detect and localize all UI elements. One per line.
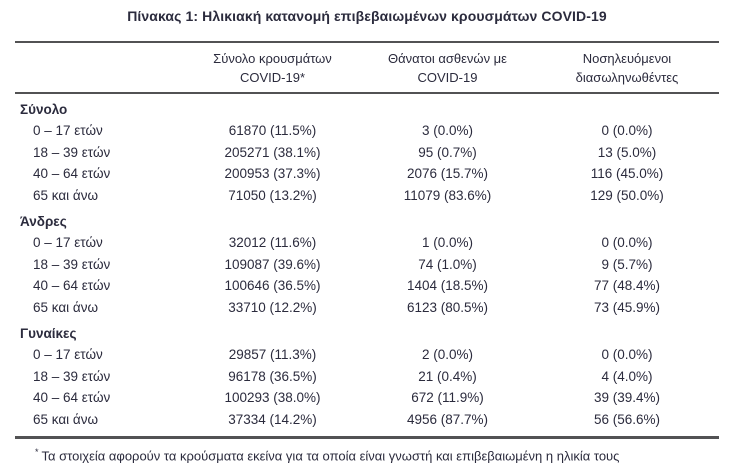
column-header-cases-line1: Σύνολο κρουσμάτων: [213, 51, 332, 66]
table-row: 0 – 17 ετών 29857 (11.3%) 2 (0.0%) 0 (0.…: [15, 344, 719, 366]
cases-value: 29857 (11.3%): [228, 347, 317, 362]
table-row: 0 – 17 ετών 61870 (11.5%) 3 (0.0%) 0 (0.…: [15, 120, 719, 142]
age-label: 40 – 64 ετών: [33, 166, 111, 181]
column-header-intubated-line2: διασωληνωθέντες: [575, 70, 679, 85]
age-label: 0 – 17 ετών: [33, 235, 103, 250]
table-row: 40 – 64 ετών 100293 (38.0%) 672 (11.9%) …: [15, 387, 719, 409]
deaths-value: 4956 (87.7%): [406, 411, 489, 427]
table-row: 65 και άνω 71050 (13.2%) 11079 (83.6%) 1…: [15, 185, 719, 207]
cases-value: 109087 (39.6%): [224, 256, 321, 272]
table-row: 65 και άνω 37334 (14.2%) 4956 (87.7%) 56…: [15, 409, 719, 431]
table-row: 40 – 64 ετών 100646 (36.5%) 1404 (18.5%)…: [15, 275, 719, 297]
table-row: 18 – 39 ετών 96178 (36.5%) 21 (0.4%) 4 (…: [15, 366, 719, 388]
footnote: * Τα στοιχεία αφορούν τα κρούσματα εκείνα…: [35, 444, 704, 464]
age-label: 40 – 64 ετών: [33, 390, 111, 405]
intubated-value: 13 (5.0%): [597, 144, 657, 160]
deaths-value: 6123 (80.5%): [406, 299, 489, 315]
cases-value: 100646 (36.5%): [224, 278, 321, 293]
column-header-cases: Σύνολο κρουσμάτων COVID-19*: [185, 49, 360, 87]
section-label-women: Γυναίκες: [20, 326, 77, 341]
deaths-value: 21 (0.4%): [418, 368, 477, 384]
age-label: 65 και άνω: [33, 411, 99, 427]
section-label-men: Άνδρες: [20, 214, 67, 229]
age-label: 18 – 39 ετών: [33, 256, 111, 272]
column-header-deaths-line1: Θάνατοι ασθενών με: [388, 51, 507, 66]
deaths-value: 1 (0.0%): [421, 235, 474, 250]
intubated-value: 0 (0.0%): [601, 235, 653, 250]
age-label: 0 – 17 ετών: [33, 347, 103, 362]
deaths-value: 2076 (15.7%): [406, 166, 489, 181]
deaths-value: 3 (0.0%): [421, 123, 474, 138]
data-table: Σύνολο κρουσμάτων COVID-19* Θάνατοι ασθε…: [15, 41, 719, 464]
cases-value: 100293 (38.0%): [224, 390, 321, 405]
intubated-value: 73 (45.9%): [593, 299, 661, 315]
cases-value: 32012 (11.6%): [228, 235, 317, 250]
deaths-value: 11079 (83.6%): [403, 187, 492, 203]
table-row: 0 – 17 ετών 32012 (11.6%) 1 (0.0%) 0 (0.…: [15, 232, 719, 254]
cases-value: 33710 (12.2%): [228, 299, 317, 315]
table-header-row: Σύνολο κρουσμάτων COVID-19* Θάνατοι ασθε…: [15, 41, 719, 94]
table-row: 65 και άνω 33710 (12.2%) 6123 (80.5%) 73…: [15, 297, 719, 319]
cases-value: 37334 (14.2%): [228, 411, 317, 427]
table-row: 18 – 39 ετών 205271 (38.1%) 95 (0.7%) 13…: [15, 142, 719, 164]
cases-value: 61870 (11.5%): [228, 123, 317, 138]
table-row: 18 – 39 ετών 109087 (39.6%) 74 (1.0%) 9 …: [15, 254, 719, 276]
footnote-text: Τα στοιχεία αφορούν τα κρούσματα εκείνα …: [41, 448, 620, 464]
footnote-marker: *: [35, 447, 39, 457]
cases-value: 71050 (13.2%): [228, 187, 317, 203]
deaths-value: 2 (0.0%): [421, 347, 474, 362]
intubated-value: 129 (50.0%): [590, 187, 664, 203]
age-label: 18 – 39 ετών: [33, 144, 111, 160]
age-label: 18 – 39 ετών: [33, 368, 111, 384]
intubated-value: 56 (56.6%): [593, 411, 661, 427]
intubated-value: 0 (0.0%): [601, 347, 653, 362]
age-label: 65 και άνω: [33, 299, 99, 315]
intubated-value: 4 (4.0%): [601, 368, 653, 384]
cases-value: 96178 (36.5%): [228, 368, 317, 384]
column-header-deaths: Θάνατοι ασθενών με COVID-19: [360, 49, 535, 87]
intubated-value: 77 (48.4%): [593, 278, 661, 293]
intubated-value: 0 (0.0%): [601, 123, 653, 138]
column-header-intubated-line1: Νοσηλευόμενοι: [582, 51, 672, 66]
deaths-value: 95 (0.7%): [418, 144, 477, 160]
column-header-deaths-line2: COVID-19: [417, 70, 478, 85]
intubated-value: 39 (39.4%): [593, 390, 661, 405]
page-title: Πίνακας 1: Ηλικιακή κατανομή επιβεβαιωμέ…: [127, 8, 607, 24]
intubated-value: 9 (5.7%): [601, 256, 653, 272]
table-body: Σύνολο 0 – 17 ετών 61870 (11.5%) 3 (0.0%…: [15, 94, 719, 439]
age-label: 65 και άνω: [33, 187, 99, 203]
cases-value: 200953 (37.3%): [224, 166, 321, 181]
column-header-empty: [15, 49, 185, 87]
table-row: 40 – 64 ετών 200953 (37.3%) 2076 (15.7%)…: [15, 163, 719, 185]
column-header-cases-line2: COVID-19*: [239, 70, 306, 85]
deaths-value: 74 (1.0%): [418, 256, 477, 272]
column-header-intubated: Νοσηλευόμενοι διασωληνωθέντες: [535, 49, 719, 87]
deaths-value: 1404 (18.5%): [406, 278, 489, 293]
section-label-total: Σύνολο: [20, 102, 68, 117]
age-label: 0 – 17 ετών: [33, 123, 103, 138]
intubated-value: 116 (45.0%): [590, 166, 664, 181]
deaths-value: 672 (11.9%): [411, 390, 484, 405]
age-label: 40 – 64 ετών: [33, 278, 111, 293]
cases-value: 205271 (38.1%): [224, 144, 321, 160]
